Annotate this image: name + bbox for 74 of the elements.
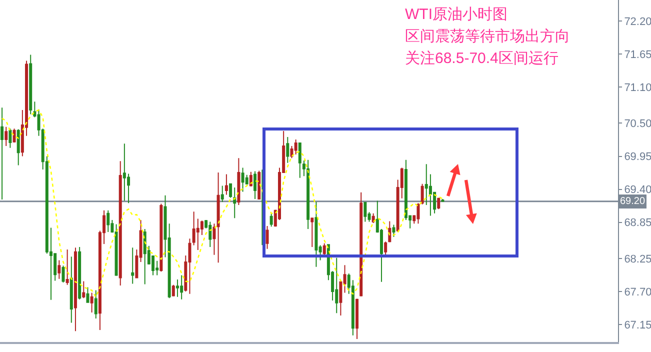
candlestick <box>294 138 298 155</box>
candlestick <box>241 167 244 192</box>
y-tick-label: 71.10 <box>624 82 651 94</box>
candlestick <box>208 221 212 248</box>
candlestick <box>237 158 240 206</box>
candlestick <box>322 242 326 256</box>
candlestick <box>306 159 310 230</box>
candlestick <box>78 246 82 300</box>
chart-title: WTI原油小时图 <box>405 6 508 23</box>
candlestick <box>216 172 220 264</box>
candlestick <box>176 278 179 298</box>
candlestick <box>360 192 363 297</box>
candlestick <box>180 274 184 300</box>
y-tick-label: 71.65 <box>624 48 651 61</box>
candlestick <box>192 211 196 246</box>
candlestick <box>441 198 444 202</box>
candlestick <box>0 107 4 200</box>
y-tick-label: 68.85 <box>624 217 651 230</box>
candlestick <box>233 187 236 219</box>
candlestick <box>188 238 192 294</box>
candlestick <box>266 226 269 250</box>
candlestick <box>8 128 12 148</box>
candlestick <box>70 256 73 324</box>
candlestick <box>86 286 90 304</box>
candlestick <box>314 201 318 268</box>
candlestick <box>118 160 122 286</box>
candlestick <box>143 228 146 285</box>
candlestick <box>220 185 224 202</box>
candlestick <box>90 292 94 314</box>
candlestick <box>364 202 367 222</box>
candlestick <box>254 170 257 200</box>
candlestick <box>16 128 20 166</box>
candlestick <box>224 174 228 196</box>
y-tick-label: 69.40 <box>624 184 651 196</box>
candlestick <box>356 298 359 340</box>
candlestick <box>29 54 32 115</box>
candlestick <box>286 136 290 164</box>
candlestick <box>172 284 175 297</box>
candlestick <box>122 143 126 202</box>
candlestick <box>66 248 69 286</box>
candlestick <box>270 212 273 228</box>
candlestick <box>131 247 134 284</box>
candlestick <box>384 241 388 258</box>
candlestick <box>258 170 261 200</box>
candlestick <box>106 210 110 233</box>
y-tick-label: 70.50 <box>624 118 651 130</box>
y-tick-label: 69.95 <box>624 151 651 164</box>
candlestick <box>249 171 252 187</box>
candlestick <box>335 257 338 314</box>
y-tick-label: 72.20 <box>624 16 651 28</box>
annotation: 区间震荡等待市场出方向 <box>405 28 570 45</box>
candlestick <box>229 182 232 198</box>
candlestick <box>114 224 118 276</box>
candlestick <box>74 247 77 332</box>
candlestick <box>420 183 424 205</box>
annotation: 关注68.5-70.4区间运行 <box>405 50 558 67</box>
candlestick <box>94 290 98 320</box>
line-series <box>1 109 444 298</box>
y-tick-label: 67.70 <box>624 286 651 298</box>
candlestick <box>416 202 420 224</box>
candlestick <box>12 128 16 143</box>
candlestick <box>4 126 8 147</box>
candlestick <box>212 223 216 256</box>
candlestick <box>58 260 61 280</box>
ref-line-label: 69.20 <box>620 196 646 207</box>
candlestick <box>437 197 440 210</box>
candlestick <box>392 224 396 238</box>
candlestick <box>310 218 314 248</box>
y-tick-label: 67.15 <box>624 319 651 332</box>
candlestick <box>82 280 86 299</box>
candlestick <box>160 203 163 272</box>
candlestick <box>298 142 302 178</box>
y-tick-label: 68.25 <box>624 253 651 266</box>
candlestick <box>62 265 65 283</box>
